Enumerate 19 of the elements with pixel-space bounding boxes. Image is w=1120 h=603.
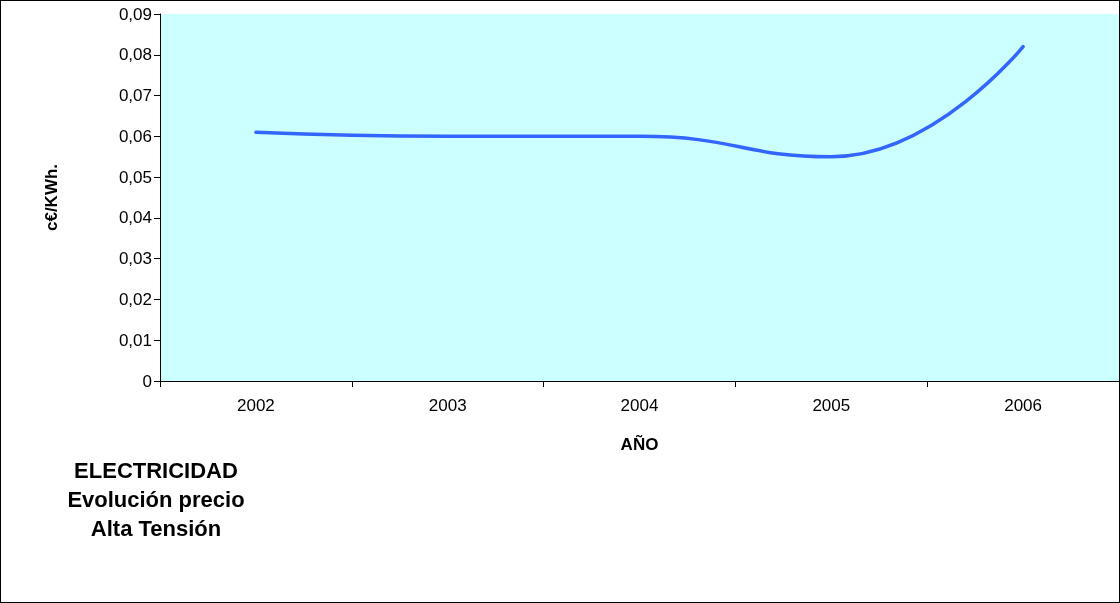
y-tick-label: 0,08 [118,45,152,65]
x-tick-label: 2004 [620,396,659,415]
y-tick-label: 0,01 [118,330,152,350]
y-tick-label: 0 [142,371,152,391]
y-tick-label: 0,02 [118,289,152,309]
y-tick-label: 0,09 [118,4,152,24]
x-tick-label: 2003 [428,396,467,415]
x-axis-title: AÑO [620,434,659,454]
y-tick-label: 0,06 [118,126,152,146]
y-tick-label: 0,03 [118,249,152,269]
y-axis-title: c€/KWh. [42,163,61,232]
y-tick-label: 0,05 [118,167,152,187]
x-tick-label: 2002 [236,396,275,415]
x-tick-label: 2006 [1004,396,1043,415]
line-series [254,44,1025,159]
x-tick-label: 2005 [812,396,851,415]
text: ELECTRICIDAD Evolución precio Alta Tensión [67,458,245,541]
y-tick-label: 0,04 [118,208,152,228]
y-tick-label: 0,07 [118,86,152,106]
